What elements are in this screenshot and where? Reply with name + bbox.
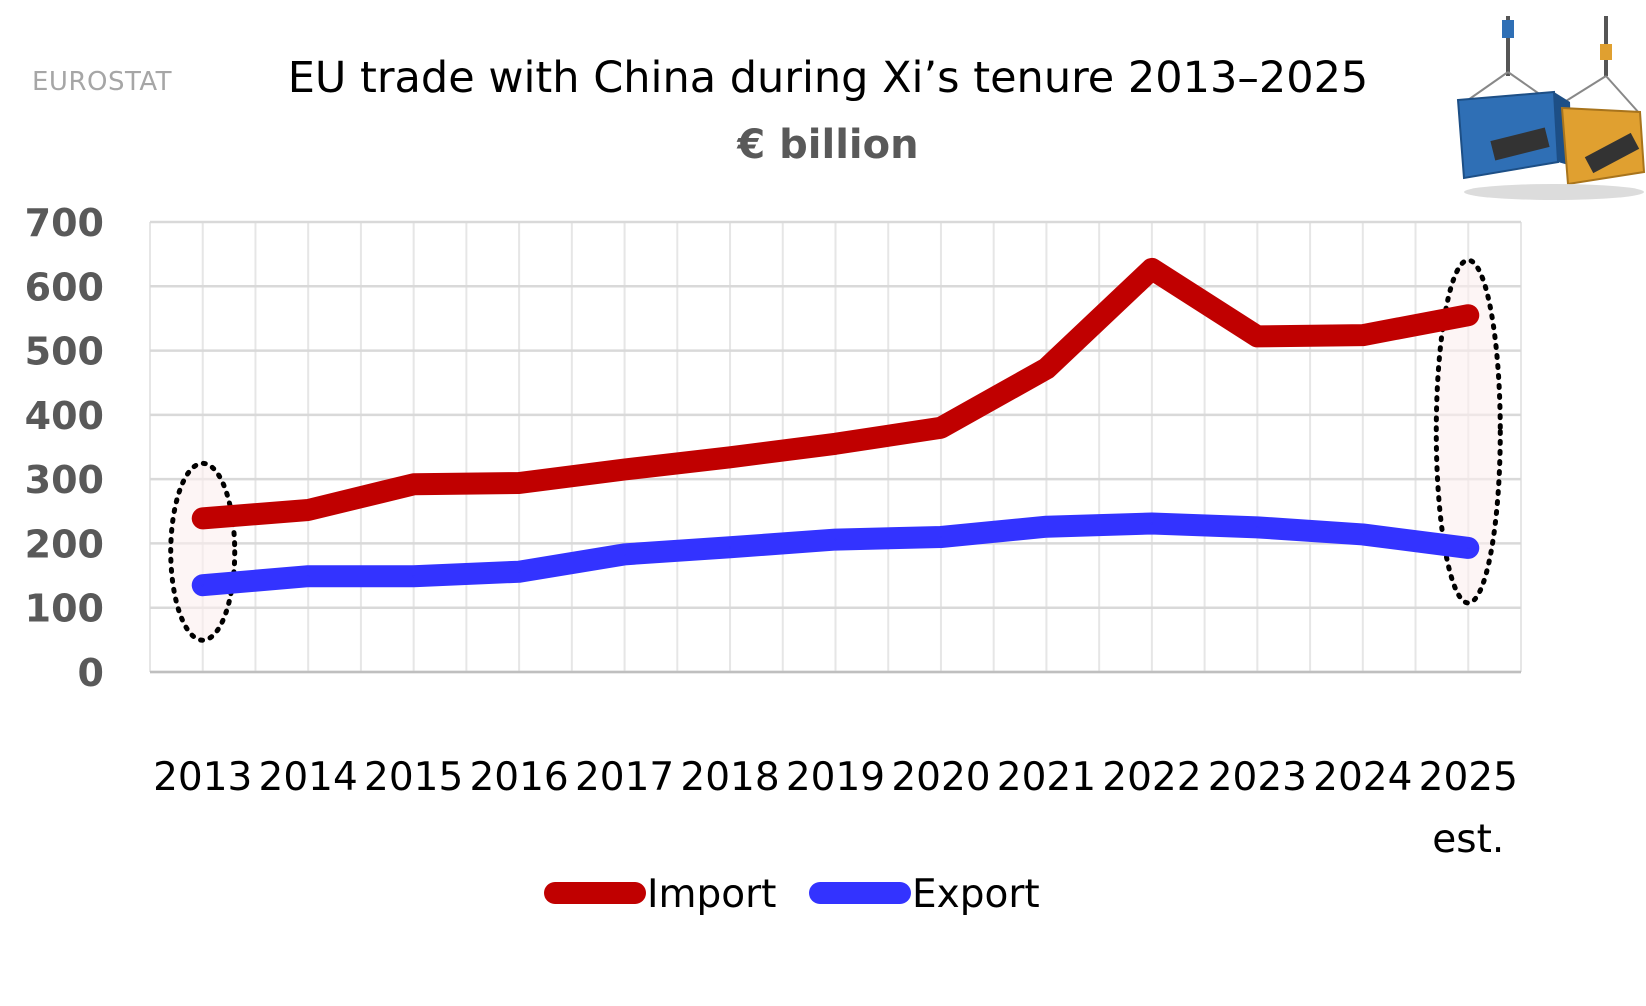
data-point-import: [1467, 314, 1470, 317]
y-tick-label: 300: [25, 458, 104, 502]
highlights: [168, 257, 1503, 643]
y-tick-label: 500: [25, 330, 104, 374]
x-tick-label: 2025: [1419, 755, 1518, 800]
data-point-import: [518, 482, 521, 484]
data-point-export: [518, 570, 521, 573]
data-point-import: [412, 483, 415, 486]
data-point-import: [623, 468, 626, 471]
x-tick-sublabel: est.: [1432, 817, 1504, 862]
chart-subtitle: € billion: [736, 122, 918, 168]
x-tick-label: 2017: [575, 755, 674, 800]
x-tick-label: 2019: [786, 755, 885, 800]
x-tick-label: 2021: [997, 755, 1096, 800]
data-point-export: [412, 575, 415, 578]
y-tick-label: 0: [78, 651, 104, 695]
data-point-import: [729, 456, 732, 459]
x-tick-label: 2018: [680, 755, 779, 800]
y-tick-label: 400: [25, 394, 104, 438]
y-tick-label: 600: [25, 265, 104, 309]
x-tick-label: 2022: [1102, 755, 1201, 800]
data-point-export: [1150, 522, 1153, 525]
data-point-import: [834, 442, 837, 445]
highlight-ellipse-2025: [1433, 257, 1503, 606]
data-point-export: [623, 553, 626, 556]
data-point-export: [1256, 526, 1259, 529]
data-point-import: [307, 509, 310, 511]
data-point-export: [834, 538, 837, 541]
data-point-export: [729, 546, 732, 549]
data-point-export: [939, 536, 942, 538]
data-point-import: [1256, 335, 1259, 338]
x-tick-label: 2014: [259, 755, 358, 800]
x-tick-label: 2024: [1313, 755, 1412, 800]
y-tick-label: 100: [25, 587, 104, 631]
x-tick-label: 2023: [1208, 755, 1307, 800]
legend-label-import: Import: [647, 872, 776, 917]
series: [191, 257, 1480, 597]
data-point-import: [201, 517, 204, 520]
data-point-import: [1045, 367, 1048, 370]
data-point-export: [307, 575, 310, 578]
shipping-containers-logo: [1456, 16, 1646, 200]
data-point-import: [1361, 334, 1364, 337]
legend-label-export: Export: [912, 872, 1040, 917]
y-tick-label: 200: [25, 522, 104, 566]
chart-title: EU trade with China during Xi’s tenure 2…: [288, 53, 1369, 103]
y-tick-label: 700: [25, 201, 104, 245]
x-tick-label: 2016: [469, 755, 568, 800]
x-tick-label: 2020: [891, 755, 990, 800]
x-tick-label: 2013: [153, 755, 252, 800]
source-label: EUROSTAT: [32, 67, 172, 97]
legend: Import Export: [544, 872, 1040, 917]
data-point-export: [1467, 546, 1470, 549]
data-point-import: [939, 426, 942, 429]
data-point-export: [1045, 525, 1048, 528]
data-point-import: [1150, 267, 1153, 270]
x-tick-label: 2015: [364, 755, 463, 800]
grid: [149, 220, 1522, 674]
highlight-ellipse-2013: [168, 460, 238, 643]
data-point-export: [201, 584, 204, 587]
data-point-export: [1361, 533, 1364, 536]
